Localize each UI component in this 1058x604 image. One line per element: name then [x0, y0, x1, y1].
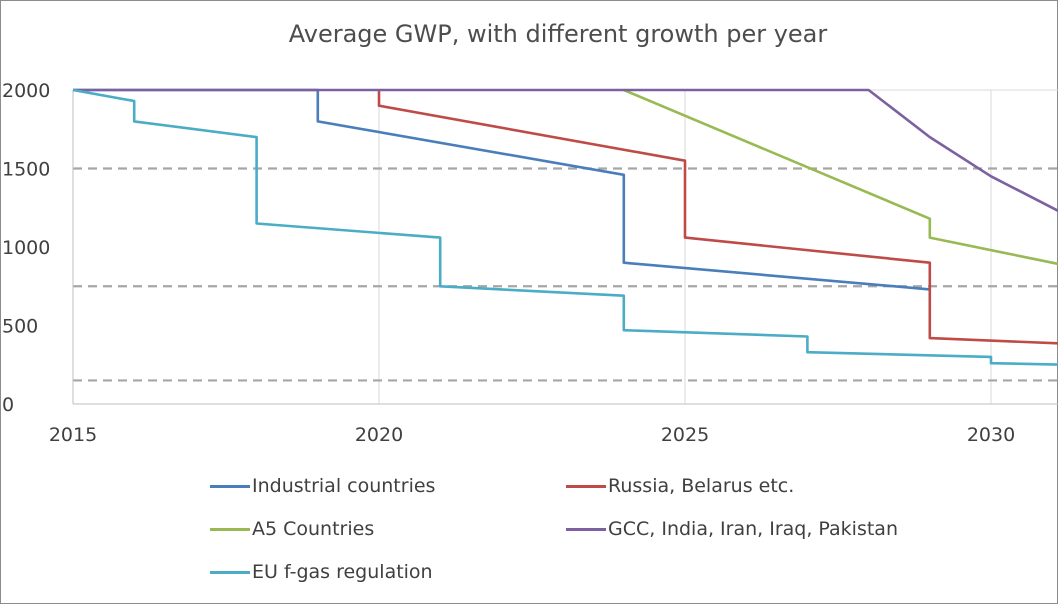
legend-item-gcc-india: GCC, India, Iran, Iraq, Pakistan — [566, 515, 898, 543]
legend-item-a5-countries: A5 Countries — [210, 515, 374, 543]
y-tick-label: 0 — [2, 394, 14, 416]
series-line-gcc-india-iran-iraq-pakistan — [73, 88, 1058, 213]
legend-item-eu-fgas: EU f-gas regulation — [210, 558, 433, 586]
series-line-a5-countries — [623, 88, 1058, 266]
legend-label-a5: A5 Countries — [252, 518, 375, 540]
legend-label-industrial: Industrial countries — [252, 475, 436, 497]
legend-item-russia-belarus: Russia, Belarus etc. — [566, 472, 794, 500]
series-line-russia-belarus-etc — [377, 90, 1058, 345]
x-tick-label: 2030 — [967, 424, 1015, 446]
legend-swatch-a5 — [210, 527, 250, 531]
legend-swatch-industrial — [210, 484, 250, 488]
x-tick-label: 2025 — [661, 424, 709, 446]
y-tick-label: 500 — [2, 316, 38, 338]
series-line-industrial-countries — [73, 88, 930, 291]
x-tick-label: 2020 — [355, 424, 403, 446]
legend-swatch-gcc — [566, 527, 606, 531]
chart-title: Average GWP, with different growth per y… — [288, 20, 828, 48]
y-tick-label: 1500 — [2, 159, 50, 181]
x-tick-label: 2015 — [49, 424, 97, 446]
legend-item-industrial-countries: Industrial countries — [210, 472, 435, 500]
legend-swatch-eu — [210, 570, 250, 574]
y-tick-label: 2000 — [2, 80, 50, 102]
legend-swatch-russia — [566, 484, 606, 488]
legend-label-gcc: GCC, India, Iran, Iraq, Pakistan — [608, 518, 898, 540]
legend-label-eu: EU f-gas regulation — [252, 561, 433, 583]
y-tick-label: 1000 — [2, 237, 50, 259]
series-line-eu-f-gas-regulation — [72, 88, 1058, 366]
legend-label-russia: Russia, Belarus etc. — [608, 475, 795, 497]
